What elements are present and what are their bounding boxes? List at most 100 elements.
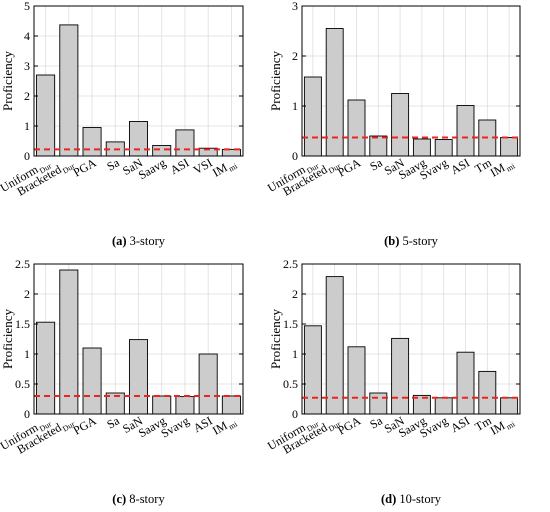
x-tick-label: IMmi (210, 413, 240, 439)
y-tick-label: 2 (24, 287, 30, 301)
chart-bar (303, 325, 322, 415)
chart-bar (347, 99, 366, 157)
chart-bar (500, 397, 519, 415)
x-tick-label-main: PGA (71, 413, 99, 437)
panel-caption-text: 10-story (399, 492, 441, 506)
y-axis-label: Proficiency (268, 51, 283, 111)
panel-caption-text: 3-story (130, 234, 166, 248)
x-tick-label: PGA (335, 155, 363, 179)
y-tick-label: 1 (24, 347, 30, 361)
y-tick-label: 1.5 (283, 317, 298, 331)
x-tick-label: Sa (104, 155, 122, 173)
plot-frame (301, 5, 521, 157)
panel-caption: (a) 3-story (112, 234, 166, 248)
panel-caption-label: (a) (112, 234, 130, 248)
y-tick-label: 2 (292, 287, 298, 301)
chart-bar (59, 269, 79, 415)
x-tick-label-main: Saavg (136, 155, 168, 182)
x-tick-label: Sa (104, 413, 122, 431)
panel-caption: (d) 10-story (381, 492, 442, 506)
chart-bar (36, 321, 56, 415)
y-tick-label: 5 (24, 0, 30, 13)
y-tick-label: 1 (292, 347, 298, 361)
chart-panel: 00.511.522.5ProficiencyUniformDurBracket… (265, 257, 521, 506)
y-tick-label: 0 (292, 149, 298, 163)
y-tick-label: 4 (24, 29, 30, 43)
y-axis-label: Proficiency (0, 51, 15, 111)
plot-frame (33, 263, 244, 415)
chart-bar (82, 127, 102, 157)
y-tick-label: 2.5 (283, 257, 298, 271)
chart-bar (128, 121, 149, 157)
panel-caption: (c) 8-story (112, 492, 165, 506)
chart-bar (82, 347, 102, 415)
chart-bar (221, 395, 241, 415)
panel-caption-label: (c) (112, 492, 129, 506)
chart-bar (391, 93, 410, 157)
x-tick-label-main: IM (488, 418, 508, 438)
chart-bar (456, 351, 475, 415)
chart-bar (434, 397, 453, 415)
chart-bar (175, 396, 195, 415)
x-tick-label: PGA (335, 413, 363, 437)
y-tick-label: 1 (292, 99, 298, 113)
chart-bar (347, 346, 366, 415)
y-tick-label: 2 (24, 89, 30, 103)
panel-caption-text: 5-story (402, 234, 438, 248)
x-tick-label: PGA (71, 155, 99, 179)
y-tick-label: 2 (292, 49, 298, 63)
chart-bar (128, 339, 149, 415)
chart-bar (391, 337, 410, 415)
chart-panel: 0123ProficiencyUniformDurBracketedDurPGA… (265, 0, 521, 248)
chart-bar (456, 105, 475, 157)
y-tick-label: 0 (292, 407, 298, 421)
chart-bar (500, 137, 519, 157)
y-tick-label: 0.5 (15, 377, 30, 391)
x-tick-label: ASI (448, 155, 472, 177)
chart-bar (412, 138, 431, 157)
plot-frame (301, 263, 521, 415)
x-tick-label-main: IM (488, 160, 508, 180)
y-axis-label: Proficiency (0, 309, 15, 369)
chart-bar (434, 139, 453, 157)
x-tick-label: ASI (168, 155, 192, 177)
chart-bar (36, 74, 56, 157)
x-tick-label-main: ASI (448, 413, 472, 435)
x-tick-label-main: Sa (104, 413, 122, 431)
y-tick-label: 0 (24, 149, 30, 163)
x-tick-label-main: PGA (335, 413, 363, 437)
panel-caption-text: 8-story (129, 492, 165, 506)
y-axis-label: Proficiency (268, 309, 283, 369)
chart-bar (152, 395, 172, 415)
chart-bar (175, 129, 195, 157)
y-tick-label: 3 (292, 0, 298, 13)
x-tick-label-main: IM (210, 160, 230, 180)
x-tick-label: IMmi (210, 155, 240, 181)
chart-bar (152, 145, 172, 157)
chart-bar (369, 135, 388, 157)
panel-caption: (b) 5-story (384, 234, 439, 248)
x-tick-label-main: IM (210, 418, 230, 438)
x-tick-label: Saavg (136, 155, 168, 182)
chart-bar (478, 370, 497, 415)
chart-panel: 00.511.522.5ProficiencyUniformDurBracket… (0, 257, 244, 506)
y-tick-label: 0.5 (283, 377, 298, 391)
chart-bar (325, 276, 344, 415)
panel-caption-label: (b) (384, 234, 402, 248)
x-tick-label-main: PGA (335, 155, 363, 179)
x-tick-label-main: ASI (168, 155, 192, 177)
panel-caption-label: (d) (381, 492, 399, 506)
chart-bar (369, 392, 388, 415)
chart-bar (198, 353, 218, 415)
x-tick-label-main: Sa (104, 155, 122, 173)
x-tick-label: ASI (448, 413, 472, 435)
x-tick-label: IMmi (488, 413, 518, 439)
y-tick-label: 0 (24, 407, 30, 421)
x-tick-label: PGA (71, 413, 99, 437)
x-tick-label: IMmi (488, 155, 518, 181)
y-tick-label: 1 (24, 119, 30, 133)
y-tick-label: 1.5 (15, 317, 30, 331)
chart-panel: 012345ProficiencyUniformDurBracketedDurP… (0, 0, 244, 248)
